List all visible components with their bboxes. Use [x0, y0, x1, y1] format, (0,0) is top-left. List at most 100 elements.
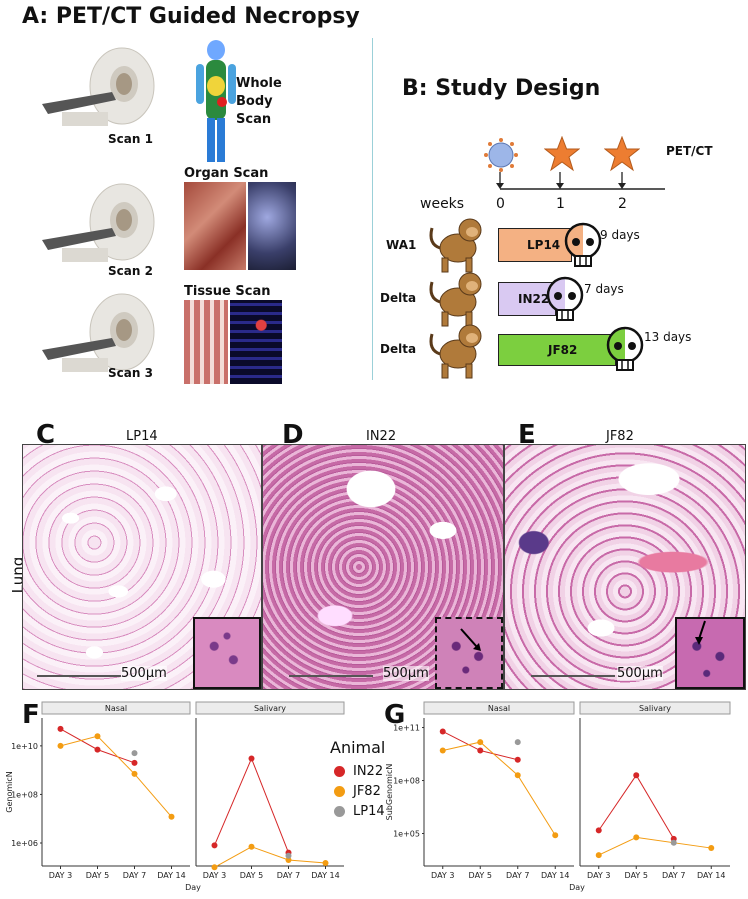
virus-icon	[484, 138, 518, 172]
organ-scan-label: Organ Scan	[184, 166, 269, 181]
pet-ct-scanner-3-icon	[42, 293, 155, 372]
legend-dot-icon	[334, 806, 345, 817]
x-tick-label: DAY 3	[587, 871, 610, 880]
bar-label-in22: IN22	[518, 292, 550, 306]
histology-image-jf82: 500µm	[504, 444, 746, 690]
days-label-lp14: 9 days	[600, 228, 640, 242]
data-point-jf82	[285, 856, 292, 863]
data-point-in22	[131, 759, 138, 766]
scale-label: 500µm	[617, 666, 663, 681]
data-point-in22	[595, 827, 602, 834]
bar-label-jf82: JF82	[548, 343, 578, 357]
data-point-jf82	[131, 770, 138, 777]
data-point-lp14	[285, 852, 292, 859]
panel-letter-g: G	[384, 700, 406, 730]
scale-label: 500µm	[121, 666, 167, 681]
x-tick-label: DAY 14	[697, 871, 725, 880]
y-tick-label: 1e+10	[11, 742, 38, 751]
scan-2-label: Scan 2	[108, 264, 153, 278]
data-point-in22	[57, 725, 64, 732]
week-tick-0: 0	[496, 196, 505, 212]
scale-bar	[37, 675, 121, 677]
whole-body-scan-image	[192, 38, 240, 162]
arrow-icon	[695, 620, 706, 645]
facet-label: Salivary	[254, 704, 286, 713]
petct-star-week1-icon	[544, 136, 580, 172]
inset-image	[675, 617, 745, 689]
data-point-lp14	[670, 839, 677, 846]
data-point-jf82	[708, 845, 715, 852]
x-tick-label: DAY 5	[86, 871, 109, 880]
data-point-in22	[248, 755, 255, 762]
y-axis-label: SubGenomicN	[385, 764, 394, 821]
legend-dot-icon	[334, 786, 345, 797]
series-line-jf82	[214, 846, 326, 868]
facet-label: Nasal	[105, 704, 127, 713]
group-label-wa1: WA1	[386, 238, 417, 252]
weeks-label: weeks	[420, 196, 465, 212]
skull-icon	[546, 276, 584, 321]
arrow-icon	[460, 628, 481, 651]
group-label-delta-2: Delta	[380, 342, 417, 356]
panel-a-title: A: PET/CT Guided Necropsy	[22, 4, 360, 29]
data-point-jf82	[552, 832, 559, 839]
histology-title-lp14: LP14	[126, 429, 158, 444]
histology-image-lp14: 500µm	[22, 444, 262, 690]
bar-jf82	[498, 334, 616, 366]
facet-strip	[423, 701, 575, 715]
legend-entry-lp14: LP14	[334, 804, 385, 819]
chart-genomic-n: GenomicN 1e+06 1e+08 1e+10 Nasal DAY 3 DAY 5 DA…	[5, 701, 345, 892]
panel-letter-f: F	[22, 700, 40, 730]
skull-icon	[564, 222, 602, 267]
data-point-jf82	[477, 739, 484, 746]
scan-3-label: Scan 3	[108, 366, 153, 380]
week-tick-1: 1	[556, 196, 565, 212]
scale-label: 500µm	[383, 666, 429, 681]
x-tick-label: DAY 7	[662, 871, 685, 880]
organ-photo-image	[184, 182, 246, 270]
series-line-in22	[598, 774, 675, 840]
data-point-jf82	[168, 813, 175, 820]
panel-letter-d: D	[282, 420, 304, 450]
data-point-lp14	[514, 739, 521, 746]
y-tick-label: 1e+11	[393, 724, 420, 733]
whole-body-label-line-3: Scan	[236, 112, 272, 127]
series-line-in22	[442, 731, 518, 761]
bar-lp14	[498, 228, 572, 262]
tissue-photo-image	[184, 300, 228, 384]
data-point-in22	[633, 772, 640, 779]
data-point-in22	[514, 756, 521, 763]
x-tick-label: DAY 7	[277, 871, 300, 880]
legend-entry-in22: IN22	[334, 764, 383, 779]
facet-strip	[579, 701, 731, 715]
y-tick-label: 1e+06	[11, 839, 38, 848]
x-tick-label: DAY 3	[49, 871, 72, 880]
whole-body-label-line-1: Whole	[236, 76, 282, 91]
monkey-icon	[429, 272, 482, 327]
facet-label: Salivary	[639, 704, 671, 713]
series-line-in22	[214, 757, 289, 853]
tissue-scan-label: Tissue Scan	[184, 284, 271, 299]
scale-bar	[289, 675, 373, 677]
panel-letter-c: C	[36, 420, 56, 450]
data-point-jf82	[595, 852, 602, 859]
facet-strip	[41, 701, 191, 715]
legend-label: JF82	[353, 784, 381, 799]
y-tick-label: 1e+08	[393, 777, 420, 786]
series-line-jf82	[598, 836, 712, 856]
days-label-jf82: 13 days	[644, 330, 692, 344]
inset-image	[435, 617, 503, 689]
data-point-in22	[211, 842, 218, 849]
x-tick-label: DAY 5	[240, 871, 263, 880]
x-tick-label: DAY 3	[431, 871, 454, 880]
data-point-jf82	[633, 834, 640, 841]
x-axis-label: Day	[569, 883, 585, 892]
pet-ct-scanner-1-icon	[42, 47, 155, 126]
panel-letter-e: E	[518, 420, 536, 450]
group-label-delta-1: Delta	[380, 291, 417, 305]
data-point-jf82	[94, 733, 101, 740]
legend-label: LP14	[353, 804, 385, 819]
x-tick-label: DAY 14	[541, 871, 569, 880]
inset-image	[193, 617, 261, 689]
x-tick-label: DAY 3	[203, 871, 226, 880]
